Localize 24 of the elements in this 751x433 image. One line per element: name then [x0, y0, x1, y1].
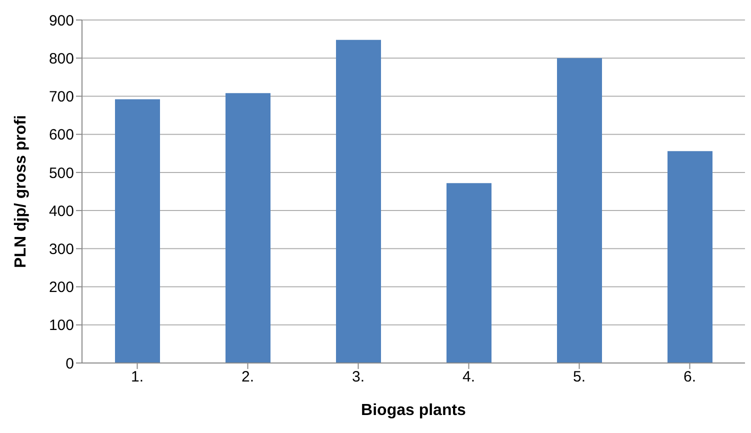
bar: [115, 99, 160, 363]
y-tick-label: 800: [48, 50, 74, 68]
x-axis-title: Biogas plants: [361, 402, 466, 419]
y-tick-label: 600: [48, 126, 74, 144]
y-tick-label: 300: [48, 240, 74, 258]
x-tick-label: 6.: [683, 368, 696, 386]
y-tick-label: 100: [48, 317, 74, 334]
x-tick-label: 3.: [352, 368, 365, 386]
y-tick-label: 900: [48, 12, 74, 30]
y-tick-label: 200: [48, 279, 74, 296]
x-tick-label: 5.: [572, 368, 586, 386]
x-tick-label: 2.: [241, 368, 254, 386]
y-tick-label: 400: [48, 202, 74, 220]
bar: [446, 183, 492, 363]
bar: [557, 58, 602, 363]
y-tick-label: 700: [48, 88, 74, 106]
bar: [336, 40, 381, 363]
y-tick-label: 500: [48, 164, 74, 182]
x-tick-label: 1.: [130, 368, 144, 386]
bar: [668, 151, 712, 363]
y-axis-title: PLN djp/ gross profi: [12, 115, 30, 268]
x-tick-label: 4.: [462, 368, 476, 386]
bar: [226, 93, 270, 363]
y-tick-label: 0: [66, 355, 74, 372]
